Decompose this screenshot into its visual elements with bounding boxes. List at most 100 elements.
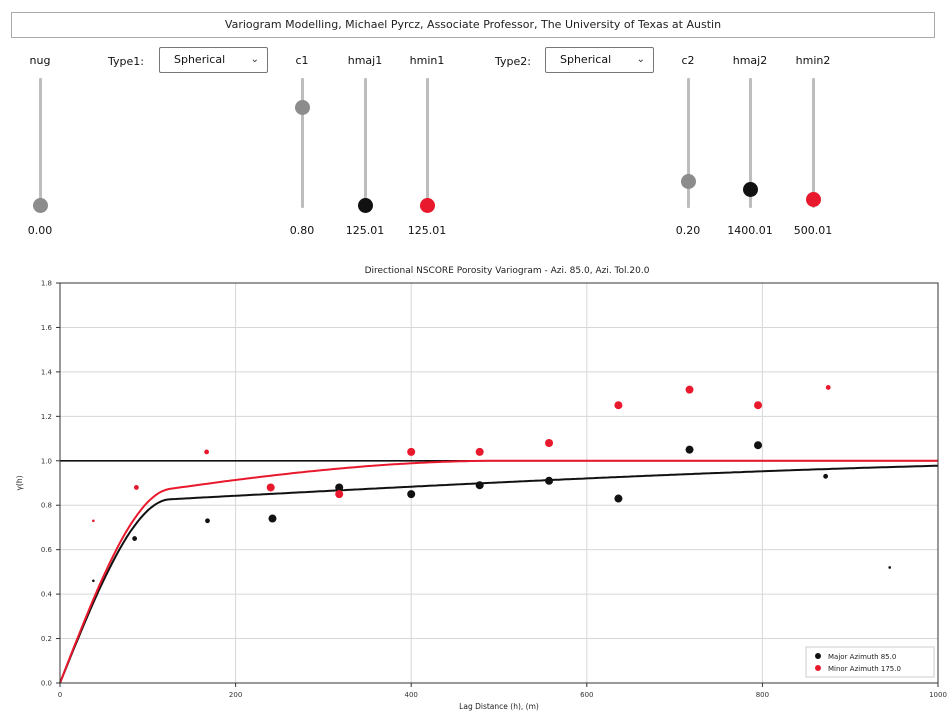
y-tick-label: 0.4 — [41, 591, 53, 599]
chevron-down-icon: ⌄ — [636, 54, 645, 65]
c2-label: c2 — [681, 54, 695, 67]
type2-select[interactable]: Spherical ⌄ — [545, 47, 654, 73]
hmaj1-label: hmaj1 — [347, 54, 383, 67]
legend-marker — [815, 665, 821, 671]
type1-label: Type1: — [108, 55, 144, 68]
plot-frame — [59, 282, 939, 684]
minor-point — [475, 447, 484, 456]
type2-label: Type2: — [495, 55, 531, 68]
type1-select[interactable]: Spherical ⌄ — [159, 47, 268, 73]
major-point — [888, 566, 892, 569]
y-tick-label: 1.8 — [41, 280, 52, 288]
minor-model-curve — [59, 459, 938, 684]
slider-thumb[interactable] — [743, 182, 758, 198]
variogram-chart: Directional NSCORE Porosity Variogram - … — [15, 266, 947, 711]
minor-point — [335, 490, 344, 499]
major-point — [754, 441, 763, 450]
c1-label: c1 — [295, 54, 309, 67]
major-point — [475, 481, 484, 490]
minor-point — [545, 439, 554, 447]
hmin1-label: hmin1 — [409, 54, 445, 67]
hmin1-slider[interactable] — [407, 78, 447, 213]
hmaj1-value: 125.01 — [345, 224, 385, 237]
hmaj2-slider[interactable] — [730, 78, 770, 208]
hmaj1-slider[interactable] — [345, 78, 385, 213]
minor-point — [614, 401, 623, 410]
x-tick-label: 400 — [405, 691, 418, 699]
major-point — [268, 514, 277, 523]
legend-label: Minor Azimuth 175.0 — [828, 665, 901, 673]
major-point — [92, 579, 95, 583]
x-tick-label: 800 — [756, 691, 769, 699]
minor-point — [266, 483, 275, 492]
slider-track — [426, 78, 429, 208]
slider-track — [39, 78, 42, 208]
slider-track — [812, 78, 815, 208]
x-tick-label: 200 — [229, 691, 242, 699]
major-point — [614, 494, 623, 503]
major-point — [132, 536, 138, 541]
legend-box — [805, 646, 935, 678]
slider-thumb[interactable] — [681, 173, 696, 189]
chart-legend: Major Azimuth 85.0 Minor Azimuth 175.0 — [805, 646, 935, 678]
minor-point — [825, 385, 831, 390]
hmin1-value: 125.01 — [407, 224, 447, 237]
c2-slider[interactable] — [668, 78, 708, 208]
y-tick-label: 1.6 — [41, 324, 53, 332]
data-points — [92, 385, 892, 583]
hmaj2-label: hmaj2 — [732, 54, 768, 67]
axis-ticks: 0 200 400 600 800 1000 0.0 0.2 0.4 0.6 0.8 1.0 1.2 1.… — [41, 280, 947, 700]
minor-point — [204, 449, 210, 455]
chart-title: Directional NSCORE Porosity Variogram - … — [365, 266, 650, 276]
minor-point — [685, 385, 694, 394]
y-tick-label: 1.4 — [41, 368, 53, 376]
major-point — [407, 490, 416, 499]
slider-thumb[interactable] — [806, 191, 821, 207]
slider-track — [687, 78, 690, 208]
y-tick-label: 0.0 — [41, 680, 52, 688]
type1-selected-value: Spherical — [174, 53, 226, 66]
y-tick-label: 0.6 — [41, 546, 53, 554]
slider-track — [364, 78, 367, 208]
y-tick-label: 0.2 — [41, 635, 52, 643]
c1-slider[interactable] — [282, 78, 322, 208]
minor-point — [407, 447, 416, 456]
major-point — [545, 476, 554, 485]
legend-marker — [815, 653, 821, 659]
hmin2-slider[interactable] — [793, 78, 833, 208]
major-model-curve — [59, 464, 939, 684]
chevron-down-icon: ⌄ — [250, 54, 259, 65]
hmaj2-value: 1400.01 — [727, 224, 773, 237]
nug-slider[interactable] — [20, 78, 60, 213]
slider-thumb[interactable] — [295, 100, 310, 116]
nug-value: 0.00 — [27, 224, 53, 237]
major-point — [823, 473, 829, 479]
model-curves — [59, 459, 939, 684]
y-axis-label: γ(h) — [15, 475, 24, 490]
slider-track — [749, 78, 752, 208]
slider-thumb[interactable] — [358, 198, 373, 213]
hmin2-label: hmin2 — [795, 54, 831, 67]
y-tick-label: 0.8 — [41, 502, 52, 510]
major-point — [685, 445, 694, 454]
legend-label: Major Azimuth 85.0 — [828, 653, 896, 661]
x-tick-label: 600 — [580, 691, 593, 699]
c1-value: 0.80 — [289, 224, 315, 237]
x-axis-label: Lag Distance (h), (m) — [459, 702, 539, 711]
nug-label: nug — [29, 54, 51, 67]
header-title: Variogram Modelling, Michael Pyrcz, Asso… — [11, 12, 935, 38]
y-tick-label: 1.0 — [41, 457, 52, 465]
minor-point — [133, 485, 139, 490]
major-point — [205, 518, 210, 524]
type2-selected-value: Spherical — [560, 53, 612, 66]
y-tick-label: 1.2 — [41, 413, 52, 421]
slider-track — [301, 78, 304, 208]
hmin2-value: 500.01 — [793, 224, 833, 237]
minor-point — [92, 519, 95, 523]
c2-value: 0.20 — [675, 224, 701, 237]
slider-thumb[interactable] — [33, 198, 48, 213]
x-tick-label: 1000 — [929, 691, 947, 699]
slider-thumb[interactable] — [420, 198, 435, 213]
major-point — [335, 483, 344, 492]
minor-point — [754, 401, 763, 410]
